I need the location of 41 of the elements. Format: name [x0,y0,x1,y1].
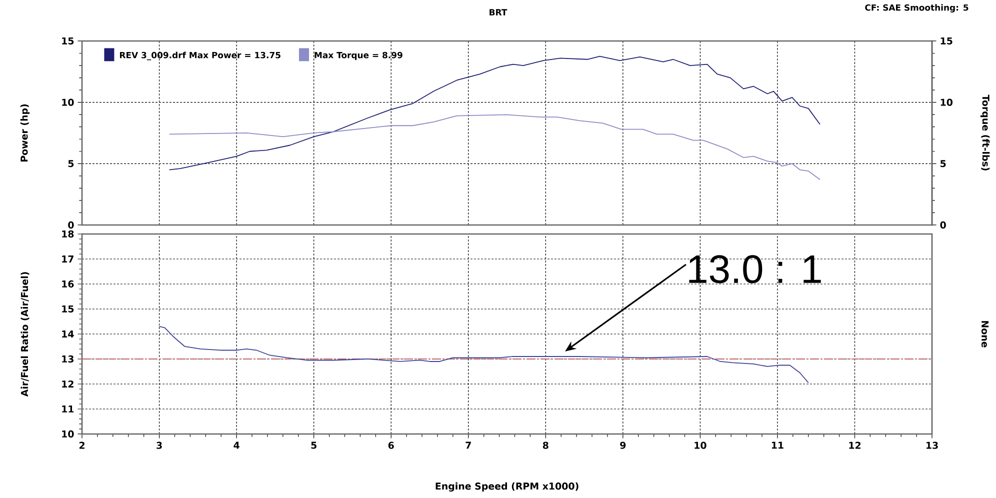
y2-tick-label: 0 [940,221,946,229]
x-tick-label: 10 [694,442,706,449]
y-tick-label: 14 [62,330,74,338]
x-tick-label: 2 [79,442,84,449]
y-tick-label: 17 [62,256,74,262]
y-tick-label: 18 [62,230,74,238]
x-axis-title: Engine Speed (RPM x1000) [436,482,578,492]
x-tick-label: 3 [156,442,162,449]
x-tick-label: 13 [926,442,938,449]
y2-axis-title: None [981,321,989,348]
y-tick-label: 0 [68,221,74,229]
x-tick-label: 7 [466,442,471,449]
x-tick-label: 6 [388,442,394,449]
annotation: 13.0 : 1 [689,255,821,284]
y-tick-label: 15 [62,37,74,45]
y2-axis-title: Torque (ft-lbs) [980,94,990,170]
y-axis-title: Air/Fuel Ratio (Air/Fuel) [20,272,30,397]
y2-tick-label: 10 [940,98,953,106]
y-tick-label: 15 [62,305,74,313]
x-tick-label: 11 [772,442,784,449]
y-tick-label: 11 [62,406,74,412]
y-axis-title: Power (hp) [20,104,30,162]
x-tick-label: 8 [542,442,548,449]
legend-label: Max Torque = 8.99 [314,52,402,60]
y-tick-label: 13 [62,355,74,363]
legend-label: REV 3_009.drf Max Power = 13.75 [120,52,280,60]
y-tick-label: 12 [62,380,74,388]
line-series [158,326,809,384]
y-tick-label: 10 [62,98,74,106]
y-tick-label: 10 [62,430,74,438]
y-tick-label: 16 [62,280,74,288]
x-tick-label: 9 [620,442,626,449]
chart-title: BRT [490,9,508,16]
y2-tick-label: 15 [940,37,952,45]
y2-tick-label: 5 [940,160,946,168]
x-tick-label: 4 [234,442,240,449]
x-tick-label: 12 [849,442,861,449]
y-tick-label: 5 [68,160,74,168]
x-tick-label: 5 [311,442,316,449]
text: CF: SAE Smoothing: 5 [865,4,968,12]
line-series [168,114,820,180]
